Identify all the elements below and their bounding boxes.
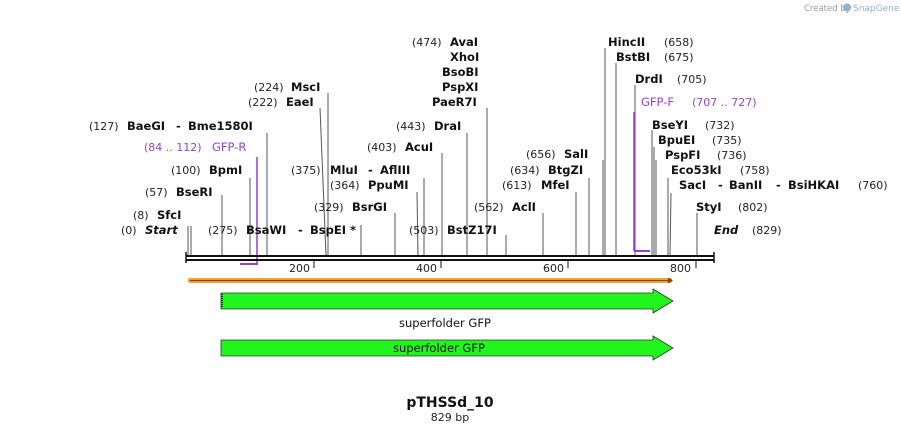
- site-bseri-name[interactable]: BseRI: [176, 185, 213, 199]
- site-bstz17i-name[interactable]: BstZ17I: [447, 223, 497, 237]
- site-bsobi-name[interactable]: BsoBI: [442, 65, 479, 79]
- site-acui-num: (403): [367, 141, 397, 154]
- primer-gfp-f[interactable]: [633, 112, 650, 252]
- site-bpmi-num: (100): [171, 164, 201, 177]
- tick-label-400: 400: [416, 262, 437, 275]
- site-styi-name[interactable]: StyI: [696, 200, 722, 214]
- site-mfei-num: (613): [502, 179, 532, 192]
- end-label: End: [714, 223, 739, 237]
- site-btgzi-num: (634): [510, 164, 540, 177]
- primer-gfp-r-range: (84 .. 112): [144, 141, 202, 154]
- site-hincii-num: (658): [664, 36, 694, 49]
- site-bsawi-num: (275): [208, 224, 238, 237]
- site-bstbi-name[interactable]: BstBI: [616, 50, 650, 64]
- primer-gfp-f-range: (707 .. 727): [692, 96, 757, 109]
- separator-dash: -: [368, 163, 373, 177]
- separator-dash: -: [298, 223, 303, 237]
- separator-dash: -: [776, 178, 781, 192]
- sequence-ruler: [185, 252, 715, 268]
- site-bsawi-name[interactable]: BsaWI: [246, 223, 286, 237]
- site-hincii-name[interactable]: HincII: [608, 35, 645, 49]
- separator-dash: -: [718, 178, 723, 192]
- site-bsihkai-name[interactable]: BsiHKAI: [788, 178, 839, 192]
- separator-dash: -: [176, 119, 181, 133]
- site-sali-name[interactable]: SalI: [564, 147, 588, 161]
- site-baegi-name[interactable]: BaeGI: [127, 119, 165, 133]
- site-bstbi-num: (675): [664, 51, 694, 64]
- site-bsrgi-name[interactable]: BsrGI: [352, 200, 387, 214]
- site-bstz17i-num: (503): [409, 224, 439, 237]
- orf-bar[interactable]: [188, 277, 673, 284]
- site-msci-num: (224): [254, 81, 284, 94]
- site-bme1580i-name[interactable]: Bme1580I: [188, 119, 253, 133]
- site-baegi-num: (127): [89, 120, 119, 133]
- primer-gfp-r-name[interactable]: GFP-R: [212, 140, 246, 154]
- site-bspei-name[interactable]: BspEI: [310, 223, 346, 237]
- snapgene-logo-icon: [843, 3, 851, 12]
- site-msci-name[interactable]: MscI: [291, 80, 320, 94]
- start-pos: (0): [121, 224, 137, 237]
- site-drdi-name[interactable]: DrdI: [635, 72, 663, 86]
- site-drai-name[interactable]: DraI: [434, 119, 461, 133]
- map-title: pTHSSd_10: [406, 395, 494, 411]
- site-eaei-num: (222): [248, 96, 278, 109]
- site-eco53ki-name[interactable]: Eco53kI: [671, 163, 722, 177]
- site-bpuei-name[interactable]: BpuEI: [658, 133, 695, 147]
- site-mlui-num: (375): [291, 164, 321, 177]
- site-eco53ki-num: (758): [740, 164, 770, 177]
- tick-label-600: 600: [543, 262, 564, 275]
- site-paer7i-name[interactable]: PaeR7I: [432, 95, 477, 109]
- feature-label-2: superfolder GFP: [393, 341, 485, 355]
- site-eaei-name[interactable]: EaeI: [286, 95, 314, 109]
- primer-gfp-f-name[interactable]: GFP-F: [641, 95, 674, 109]
- site-saci-name[interactable]: SacI: [679, 178, 706, 192]
- site-pspfi-name[interactable]: PspFI: [665, 148, 700, 162]
- site-sfci-num: (8): [133, 209, 149, 222]
- site-mlui-name[interactable]: MluI: [330, 163, 358, 177]
- site-bseri-num: (57): [145, 186, 168, 199]
- site-bseyi-num: (732): [705, 119, 735, 132]
- map-size: 829 bp: [431, 411, 469, 424]
- site-bpmi-name[interactable]: BpmI: [209, 163, 242, 177]
- site-bsrgi-num: (329): [314, 201, 344, 214]
- tick-label-800: 800: [670, 262, 691, 275]
- site-banii-name[interactable]: BanII: [729, 178, 762, 192]
- site-bseyi-name[interactable]: BseYI: [652, 118, 688, 132]
- site-pspxi-name[interactable]: PspXI: [442, 80, 478, 94]
- site-xhoi-name[interactable]: XhoI: [450, 50, 479, 64]
- tick-label-200: 200: [289, 262, 310, 275]
- site-ppumi-num: (364): [330, 179, 360, 192]
- site-leader-lines: [187, 48, 698, 257]
- site-ppumi-name[interactable]: PpuMI: [368, 178, 409, 192]
- site-styi-num: (802): [738, 201, 768, 214]
- site-mfei-name[interactable]: MfeI: [541, 178, 570, 192]
- site-afliii-name[interactable]: AflIII: [380, 163, 410, 177]
- feature-arrow-superfolder-gfp-1[interactable]: [220, 288, 674, 314]
- start-label: Start: [145, 223, 178, 237]
- feature-label-1: superfolder GFP: [399, 316, 491, 330]
- site-btgzi-name[interactable]: BtgZI: [548, 163, 583, 177]
- site-avai-num: (474): [412, 36, 442, 49]
- site-avai-name[interactable]: AvaI: [450, 35, 478, 49]
- site-sali-num: (656): [526, 148, 556, 161]
- feature-arrow-superfolder-gfp-2[interactable]: [220, 335, 674, 361]
- site-acli-name[interactable]: AclI: [512, 200, 536, 214]
- credit-brand: SnapGene: [853, 4, 900, 14]
- site-acli-num: (562): [474, 201, 504, 214]
- end-pos: (829): [752, 224, 782, 237]
- credit-text: Created by: [804, 4, 851, 14]
- primer-gfp-r[interactable]: [240, 157, 258, 265]
- site-pspfi-num: (736): [717, 149, 747, 162]
- site-acui-name[interactable]: AcuI: [405, 140, 433, 154]
- site-drai-num: (443): [396, 120, 426, 133]
- site-sfci-name[interactable]: SfcI: [157, 208, 181, 222]
- site-bpuei-num: (735): [712, 134, 742, 147]
- site-drdi-num: (705): [677, 73, 707, 86]
- site-bspei-star: *: [350, 223, 356, 237]
- site-saci-num: (760): [858, 179, 888, 192]
